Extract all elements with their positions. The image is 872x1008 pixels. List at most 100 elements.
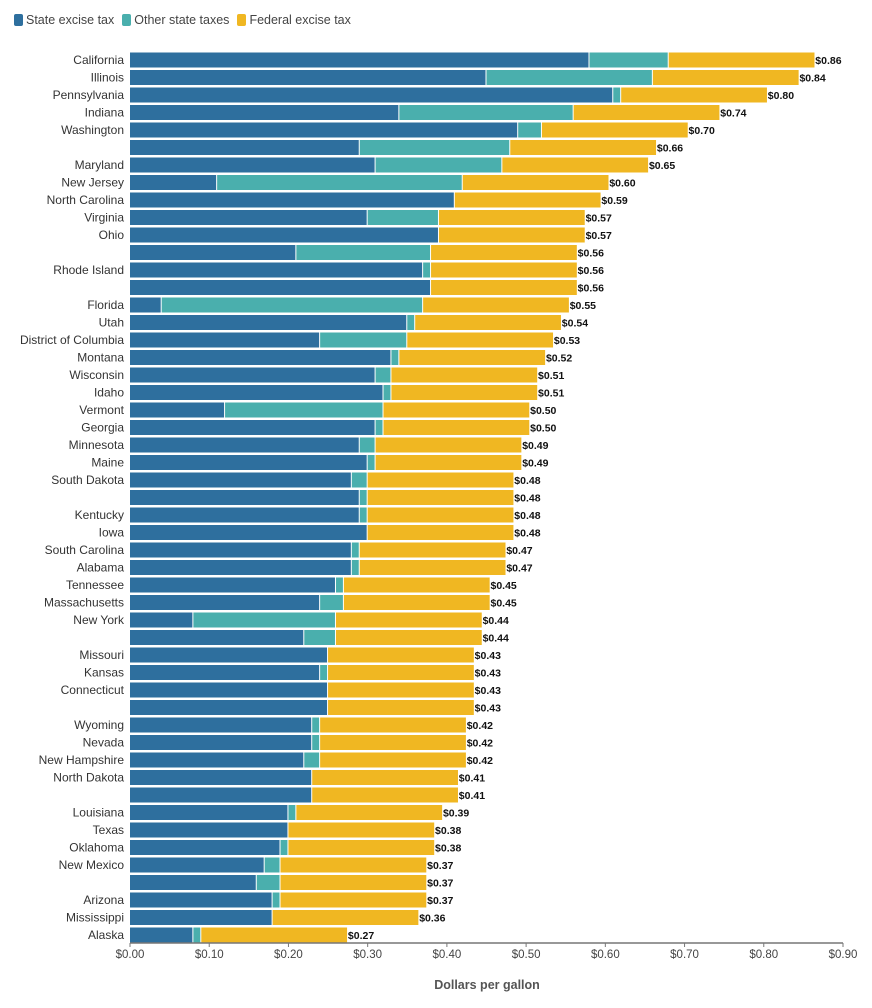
x-tick-label: $0.20 <box>274 949 303 961</box>
data-label: $0.37 <box>427 860 453 872</box>
y-tick-label: Virginia <box>84 211 124 225</box>
bar-other <box>304 752 320 768</box>
bar-federal <box>438 227 585 243</box>
bar-federal <box>383 420 530 435</box>
data-label: $0.41 <box>459 773 485 785</box>
bar-state <box>130 542 351 558</box>
x-tick-label: $0.70 <box>670 949 699 961</box>
bar-other <box>423 262 431 278</box>
y-tick-label: Oklahoma <box>69 841 124 855</box>
bar-state <box>130 525 367 540</box>
legend-item-state[interactable]: State excise tax <box>14 13 114 27</box>
y-tick-label: New Hampshire <box>39 753 125 767</box>
bar-other <box>320 595 343 610</box>
y-tick-label: Illinois <box>91 71 124 85</box>
y-tick-label: Louisiana <box>73 806 125 820</box>
bar-federal <box>367 472 514 488</box>
y-tick-label: South Dakota <box>51 473 124 487</box>
bar-state <box>130 140 359 155</box>
bar-federal <box>201 927 348 943</box>
y-tick-label: Kansas <box>84 666 124 680</box>
bar-other <box>589 52 668 68</box>
bar-other <box>217 175 462 190</box>
bar-state <box>130 262 423 278</box>
bar-federal <box>320 717 466 733</box>
bar-state <box>130 787 312 803</box>
bar-state <box>130 315 407 330</box>
bar-state <box>130 490 359 505</box>
bar-other <box>375 420 383 435</box>
bar-other <box>280 840 288 855</box>
y-tick-label: Wyoming <box>74 718 124 732</box>
bar-state <box>130 577 335 593</box>
data-label: $0.49 <box>522 440 548 452</box>
data-label: $0.39 <box>443 808 469 820</box>
bar-state <box>130 52 589 68</box>
data-label: $0.49 <box>522 458 548 470</box>
legend-item-federal[interactable]: Federal excise tax <box>237 13 351 27</box>
bar-federal <box>272 910 419 925</box>
bar-other <box>359 507 367 523</box>
x-tick-label: $0.60 <box>591 949 620 961</box>
data-label: $0.65 <box>649 160 675 172</box>
data-label: $0.37 <box>427 895 453 907</box>
bar-federal <box>423 297 569 313</box>
bar-other <box>335 577 343 593</box>
bar-state <box>130 87 613 103</box>
bar-state <box>130 175 217 190</box>
bar-state <box>130 910 272 925</box>
bar-other <box>375 157 502 173</box>
y-tick-label: Utah <box>99 316 124 330</box>
y-tick-label: Ohio <box>99 228 125 242</box>
bar-federal <box>312 770 458 785</box>
bar-state <box>130 122 518 138</box>
bar-state <box>130 437 359 453</box>
bar-other <box>359 140 510 155</box>
bar-federal <box>312 787 458 803</box>
bar-state <box>130 770 312 785</box>
bar-federal <box>652 70 799 85</box>
bar-federal <box>280 875 427 890</box>
bar-federal <box>296 805 443 820</box>
data-label: $0.56 <box>578 283 604 295</box>
bar-state <box>130 297 161 313</box>
y-tick-label: Alaska <box>88 928 124 942</box>
bar-state <box>130 420 375 435</box>
bar-other <box>383 385 391 400</box>
bar-other <box>320 665 328 680</box>
bar-other <box>359 437 375 453</box>
bar-state <box>130 472 351 488</box>
bar-state <box>130 367 375 383</box>
legend-item-other[interactable]: Other state taxes <box>122 13 229 27</box>
bar-state <box>130 805 288 820</box>
legend-swatch-state <box>14 14 23 26</box>
y-tick-label: California <box>73 53 124 67</box>
bar-state <box>130 612 193 628</box>
bar-other <box>304 630 335 645</box>
y-tick-label: Iowa <box>99 526 125 540</box>
bar-federal <box>367 490 514 505</box>
bar-other <box>351 472 367 488</box>
data-label: $0.48 <box>514 510 540 522</box>
bar-federal <box>454 192 601 208</box>
bar-other <box>351 542 359 558</box>
bar-federal <box>462 175 609 190</box>
y-tick-label: Minnesota <box>69 438 125 452</box>
y-tick-label: Maine <box>91 456 124 470</box>
bar-other <box>351 560 359 575</box>
data-label: $0.86 <box>815 55 841 67</box>
bar-other <box>161 297 423 313</box>
data-label: $0.44 <box>483 615 509 627</box>
bar-state <box>130 227 438 243</box>
bar-other <box>407 315 415 330</box>
data-label: $0.43 <box>475 703 501 715</box>
bar-federal <box>359 560 506 575</box>
bar-other <box>518 122 541 138</box>
bar-state <box>130 682 328 698</box>
data-label: $0.54 <box>562 318 588 330</box>
data-label: $0.42 <box>467 755 493 767</box>
legend-swatch-federal <box>237 14 247 26</box>
data-label: $0.84 <box>799 73 825 85</box>
bar-state <box>130 245 296 260</box>
bar-other <box>264 857 280 873</box>
